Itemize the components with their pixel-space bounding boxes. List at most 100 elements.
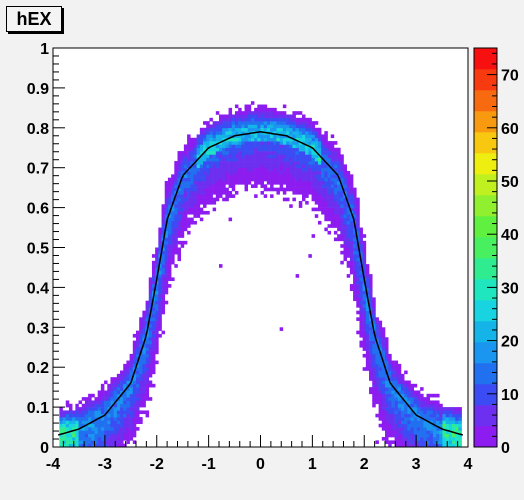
heatmap-cell <box>155 270 159 275</box>
heatmap-cell <box>113 390 118 395</box>
heatmap-cell <box>353 190 357 195</box>
heatmap-cell <box>145 337 150 341</box>
heatmap-cell <box>161 204 166 208</box>
heatmap-cell <box>302 171 306 175</box>
heatmap-cell <box>298 111 303 115</box>
heatmap-cell <box>129 363 134 368</box>
heatmap-cell <box>330 224 335 228</box>
heatmap-cell <box>432 413 437 418</box>
heatmap-cell <box>321 147 325 152</box>
heatmap-cell <box>167 177 172 182</box>
heatmap-cell <box>292 111 296 115</box>
heatmap-cell <box>359 244 363 248</box>
heatmap-cell <box>324 147 328 152</box>
heatmap-cell <box>139 330 143 335</box>
heatmap-cell <box>362 267 367 272</box>
heatmap-cell <box>353 200 357 205</box>
heatmap-cell <box>88 417 92 421</box>
heatmap-cell <box>343 171 347 175</box>
heatmap-cell <box>286 124 290 129</box>
heatmap-cell <box>308 147 312 152</box>
heatmap-cell <box>349 264 354 268</box>
heatmap-cell <box>276 121 280 125</box>
heatmap-cell <box>151 270 156 275</box>
heatmap-cell <box>407 440 411 444</box>
heatmap-cell <box>416 400 421 405</box>
heatmap-cell <box>123 397 127 401</box>
heatmap-cell <box>139 417 143 421</box>
heatmap-cell <box>353 244 357 248</box>
heatmap-cell <box>244 114 249 119</box>
heatmap-cell <box>311 164 316 169</box>
heatmap-cell <box>129 410 134 415</box>
heatmap-cell <box>81 440 86 444</box>
heatmap-cell <box>116 390 121 395</box>
heatmap-cell <box>404 403 408 408</box>
heatmap-cell <box>158 320 162 325</box>
heatmap-cell <box>203 144 207 149</box>
heatmap-cell <box>65 420 70 425</box>
heatmap-cell <box>193 197 197 202</box>
heatmap-cell <box>295 111 300 115</box>
heatmap-cell <box>292 167 296 172</box>
heatmap-cell <box>327 197 332 202</box>
heatmap-cell <box>378 423 383 428</box>
heatmap-cell <box>244 131 249 135</box>
heatmap-cell <box>158 280 162 285</box>
heatmap-cell <box>177 187 181 192</box>
heatmap-cell <box>413 430 418 435</box>
heatmap-cell <box>279 124 284 129</box>
heatmap-cell <box>164 250 169 255</box>
heatmap-cell <box>279 164 284 169</box>
heatmap-cell <box>228 121 233 125</box>
heatmap-cell <box>222 177 226 182</box>
heatmap-cell <box>257 114 261 119</box>
heatmap-cell <box>219 177 223 182</box>
heatmap-cell <box>139 420 143 425</box>
heatmap-cell <box>391 417 395 421</box>
heatmap-cell <box>295 274 300 278</box>
heatmap-cell <box>340 154 344 159</box>
heatmap-cell <box>260 181 264 185</box>
heatmap-cell <box>199 144 204 149</box>
heatmap-cell <box>132 373 137 378</box>
heatmap-cell <box>302 137 306 142</box>
heatmap-cell <box>400 377 405 381</box>
heatmap-cell <box>321 207 325 212</box>
heatmap-cell <box>151 280 156 285</box>
heatmap-cell <box>388 363 392 368</box>
heatmap-cell <box>311 141 316 145</box>
heatmap-cell <box>432 393 437 398</box>
heatmap-cell <box>346 220 351 225</box>
heatmap-cell <box>372 337 376 341</box>
heatmap-cell <box>436 393 440 398</box>
heatmap-cell <box>365 360 370 365</box>
heatmap-cell <box>177 167 181 172</box>
heatmap-cell <box>359 277 363 282</box>
heatmap-cell <box>234 137 239 142</box>
heatmap-cell <box>270 124 274 129</box>
heatmap-cell <box>145 340 150 345</box>
heatmap-cell <box>423 400 427 405</box>
heatmap-cell <box>241 134 245 139</box>
heatmap-cell <box>295 147 300 152</box>
heatmap-cell <box>337 204 341 208</box>
heatmap-cell <box>295 117 300 122</box>
heatmap-cell <box>302 167 306 172</box>
heatmap-cell <box>404 393 408 398</box>
heatmap-cell <box>164 270 169 275</box>
heatmap-cell <box>305 157 309 162</box>
heatmap-cell <box>97 393 102 398</box>
heatmap-cell <box>161 254 166 258</box>
heatmap-cell <box>78 437 83 441</box>
heatmap-cell <box>413 433 418 438</box>
heatmap-cell <box>289 164 293 169</box>
heatmap-cell <box>337 234 341 238</box>
heatmap-cell <box>455 443 459 448</box>
heatmap-cell <box>142 350 146 355</box>
heatmap-cell <box>231 167 236 172</box>
heatmap-cell <box>148 330 153 335</box>
heatmap-cell <box>225 161 229 165</box>
heatmap-cell <box>266 117 271 122</box>
heatmap-cell <box>68 410 73 415</box>
